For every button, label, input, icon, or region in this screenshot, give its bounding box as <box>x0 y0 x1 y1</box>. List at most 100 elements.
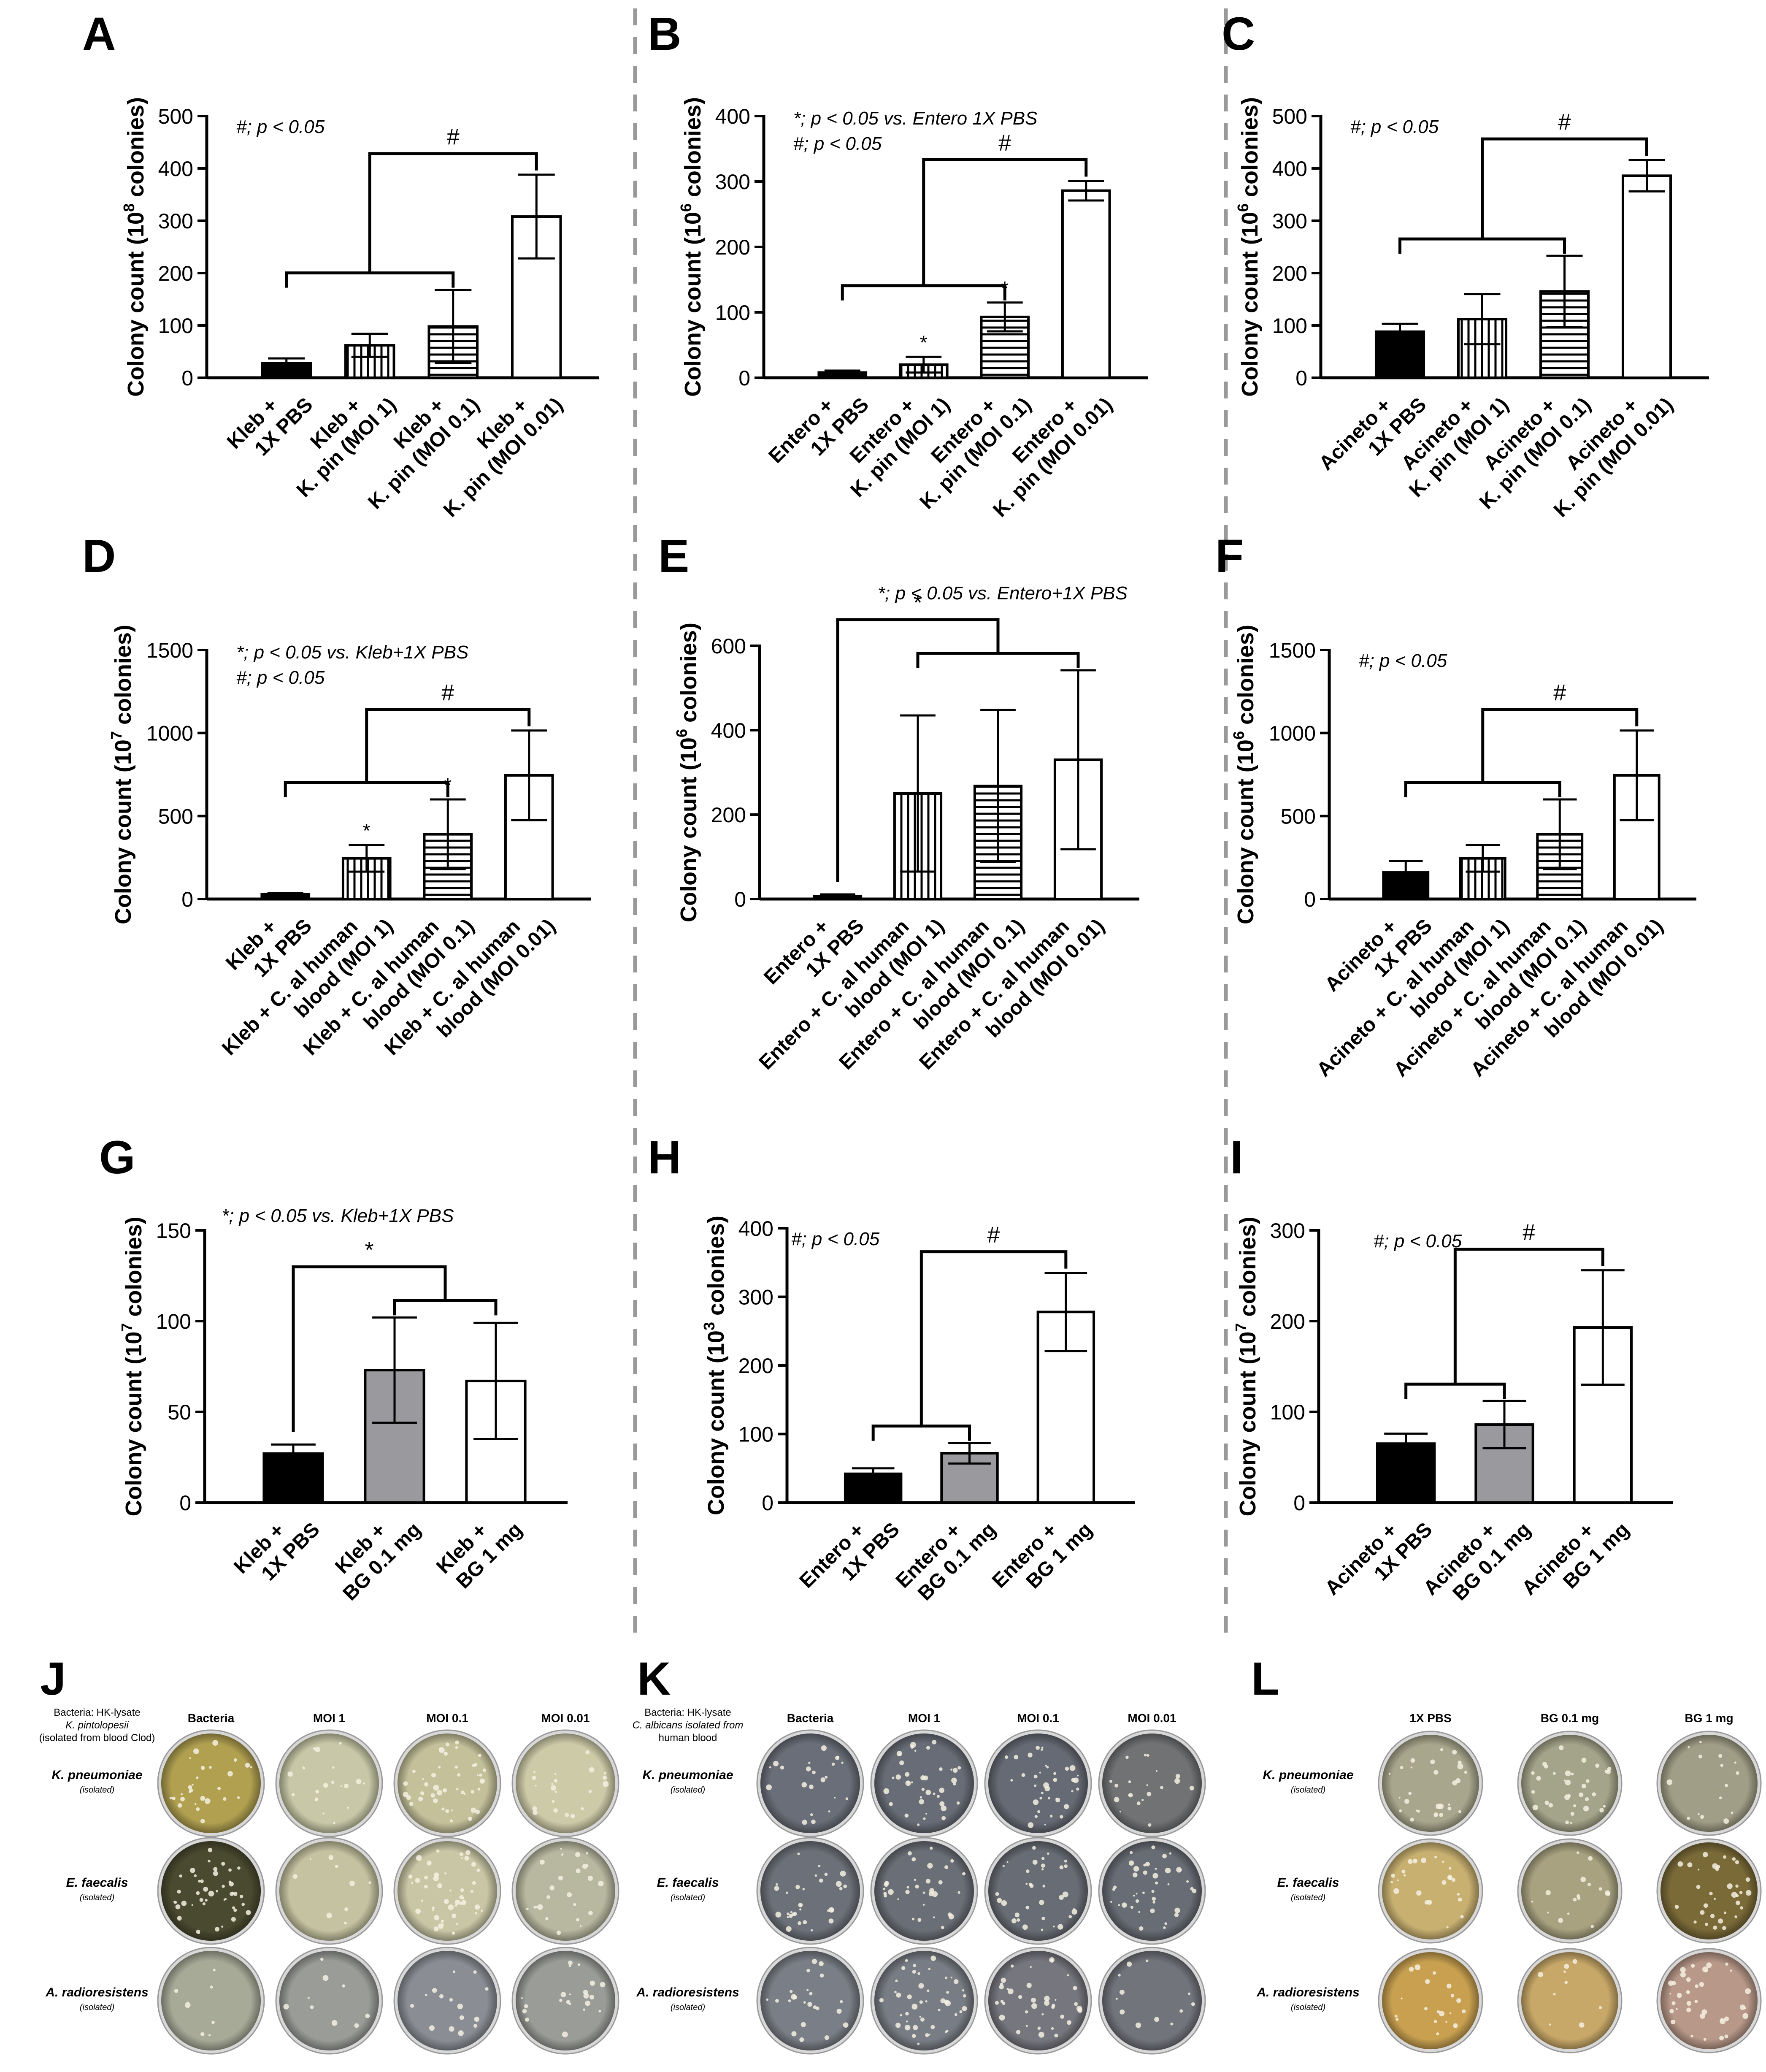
significance-note: #; p < 0.05 <box>1350 116 1439 137</box>
y-tick-label: 0 <box>1304 888 1316 911</box>
significance-note: #; p < 0.05 <box>793 133 882 154</box>
y-tick-label: 300 <box>738 1286 773 1309</box>
bar-4 <box>1061 189 1111 379</box>
x-category-label: Entero +1X PBS <box>765 376 874 485</box>
culture-dish <box>870 1837 978 1945</box>
bracket-mark: # <box>998 130 1011 155</box>
plate-panel-l: L 1X PBS BG 0.1 mg BG 1 mg K. pneumoniae (iso… <box>1251 1653 1762 2053</box>
plate-row-sublabel: (isolated) <box>671 1893 705 1902</box>
x-category-label: Kleb +1X PBS <box>230 1501 324 1595</box>
y-tick-label: 0 <box>738 366 750 390</box>
y-tick-label: 400 <box>711 719 746 742</box>
plate-row-sublabel: (isolated) <box>1291 1893 1325 1902</box>
y-tick-label: 200 <box>1270 1310 1305 1333</box>
plate-row-sublabel: (isolated) <box>80 2003 114 2012</box>
bar-4 <box>1613 774 1661 900</box>
culture-dish <box>870 1947 978 2055</box>
significance-bracket: # <box>285 124 538 288</box>
significance-bracket: * <box>292 1237 498 1432</box>
plate-column-label: 1X PBS <box>1409 1712 1452 1725</box>
culture-dish <box>870 1729 978 1837</box>
significance-note: *; p < 0.05 vs. Kleb+1X PBS <box>222 1205 454 1226</box>
plate-row-sublabel: (isolated) <box>80 1893 114 1902</box>
significance-bracket: # <box>284 680 531 797</box>
culture-dish <box>1378 1731 1483 1836</box>
significance-note: *; p < 0.05 vs. Kleb+1X PBS <box>236 642 468 663</box>
y-tick-label: 100 <box>738 1423 773 1446</box>
y-tick-label: 400 <box>715 105 750 128</box>
significance-note: *; p < 0.05 vs. Entero+1X PBS <box>878 583 1128 604</box>
y-axis-label: Colony count (107 colonies) <box>108 625 136 924</box>
y-tick-label: 150 <box>156 1219 191 1243</box>
significance-note: #; p < 0.05 <box>236 116 325 137</box>
culture-dish <box>157 1729 265 1837</box>
x-category-label: Entero +BG 1 mg <box>988 1501 1097 1610</box>
panel-letter: H <box>648 1132 681 1184</box>
panel-letter: G <box>99 1132 135 1184</box>
plate-row-label: K. pneumoniae <box>51 1768 142 1782</box>
y-tick-label: 0 <box>1293 1491 1305 1515</box>
plate-column-label: MOI 1 <box>313 1712 345 1725</box>
y-tick-label: 1500 <box>146 639 193 662</box>
bracket-mark: # <box>1558 109 1571 135</box>
culture-dish <box>984 1837 1092 1945</box>
panel-letter: E <box>658 530 689 582</box>
bracket-mark: # <box>1523 1220 1535 1245</box>
chart-panel-f: F 0 500 1000 1500 Colony count (106 colonies)… <box>1215 530 1696 1081</box>
culture-dish <box>1656 1948 1762 2053</box>
plate-row-label: A. radioresistens <box>1256 1985 1359 1999</box>
chart-panel-e: E 0 200 400 600 Colony count (106 colonies) *;… <box>658 530 1139 1074</box>
plate-row-label: E. faecalis <box>66 1876 128 1890</box>
plate-row-label: A. radioresistens <box>45 1985 148 1999</box>
y-tick-label: 0 <box>179 1491 191 1515</box>
plate-header-note: K. pintolopesii <box>65 1720 129 1731</box>
chart-panel-a: A 0 100 200 300 400 500 Colony count (108 colon… <box>82 8 599 522</box>
plate-header-note: C. albicans isolated from <box>633 1720 744 1731</box>
culture-dish <box>1517 1948 1623 2053</box>
plate-row-sublabel: (isolated) <box>671 1785 705 1795</box>
y-tick-label: 0 <box>181 888 193 911</box>
culture-dish <box>393 1837 501 1945</box>
y-axis-label: Colony count (108 colonies) <box>120 97 149 397</box>
plate-column-label: Bacteria <box>787 1712 834 1725</box>
panel-letter: B <box>648 8 681 60</box>
plate-row-label: A. radioresistens <box>636 1985 739 1999</box>
culture-dish <box>984 1947 1092 2055</box>
y-tick-label: 0 <box>734 888 746 911</box>
significance-bracket: # <box>1398 109 1648 254</box>
chart-panel-d: D 0 500 1000 1500 Colony count (107 colonies)… <box>82 530 591 1060</box>
bracket-mark: * <box>913 590 922 615</box>
y-tick-label: 400 <box>738 1217 773 1240</box>
x-category-label: Acineto +BG 1 mg <box>1518 1501 1634 1617</box>
chart-panel-h: H 0 100 200 300 400 Colony count (103 colonies… <box>648 1132 1135 1610</box>
y-tick-label: 0 <box>1295 366 1307 390</box>
chart-panel-i: I 0 100 200 300 Colony count (107 colonies) #;… <box>1230 1132 1673 1617</box>
y-tick-label: 500 <box>158 105 193 128</box>
y-tick-label: 100 <box>158 314 193 338</box>
bracket-mark: # <box>441 680 454 705</box>
plate-column-label: BG 0.1 mg <box>1541 1712 1599 1725</box>
plate-header-note: Bacteria: HK-lysate <box>54 1707 140 1718</box>
plate-row-sublabel: (isolated) <box>671 2003 705 2012</box>
significance-note: #; p < 0.05 <box>236 667 325 688</box>
panel-letter: I <box>1230 1132 1243 1184</box>
chart-panel-c: C 0 100 200 300 400 500 Colony count (106 colon… <box>1222 8 1709 522</box>
culture-dish <box>511 1729 619 1837</box>
panel-letter: D <box>82 530 116 582</box>
x-category-label: Entero +BG 0.1 mg <box>892 1501 1001 1610</box>
culture-dish <box>511 1947 619 2055</box>
y-axis-label: Colony count (107 colonies) <box>118 1216 146 1516</box>
plate-row-label: K. pneumoniae <box>1263 1768 1353 1782</box>
significance-note: #; p < 0.05 <box>1374 1231 1462 1251</box>
y-axis-label: Colony count (103 colonies) <box>700 1216 729 1515</box>
culture-dish <box>756 1729 864 1837</box>
panel-letter: C <box>1222 8 1255 60</box>
culture-dish <box>393 1729 501 1837</box>
culture-dish <box>393 1947 501 2055</box>
y-tick-label: 200 <box>1272 262 1307 285</box>
bracket-mark: * <box>365 1237 373 1262</box>
culture-dish <box>1378 1838 1483 1944</box>
plate-column-label: BG 1 mg <box>1685 1712 1733 1725</box>
plate-panel-k: K Bacteria: HK-lysate C. albicans isolated… <box>633 1653 1206 2055</box>
